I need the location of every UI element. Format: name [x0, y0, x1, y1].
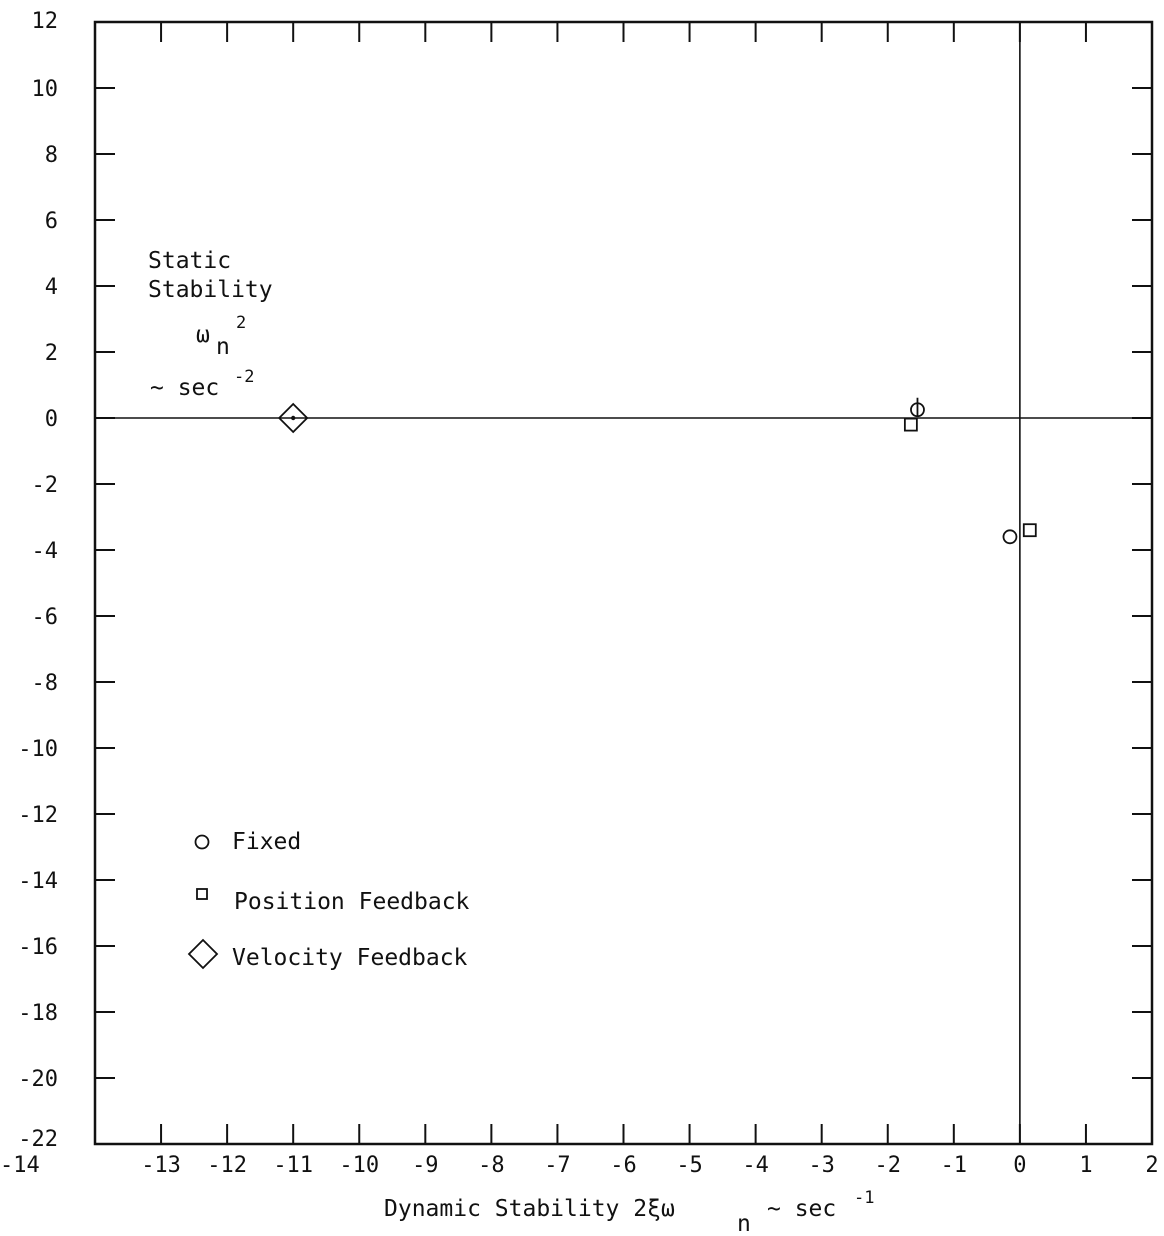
- reference-lines: [95, 22, 1152, 1144]
- legend-circle-marker: [194, 834, 210, 850]
- y-tick-label: 0: [45, 407, 58, 432]
- position-feedback-point: [1022, 523, 1037, 538]
- y-axis-symbol-subscript: n: [216, 334, 230, 360]
- y-axis-symbol-exponent: 2: [236, 313, 246, 333]
- data-points: [277, 397, 1037, 545]
- x-axis-label-main: Dynamic Stability 2ξω: [384, 1196, 675, 1222]
- x-tick-label: -6: [610, 1153, 637, 1178]
- y-tick-label: -16: [18, 935, 58, 960]
- fixed-point: [1002, 529, 1018, 545]
- legend-label-position-feedback: Position Feedback: [234, 889, 470, 915]
- legend-label-fixed: Fixed: [232, 829, 301, 855]
- y-tick-label: 12: [32, 9, 59, 34]
- y-axis-unit-exponent: -2: [234, 367, 254, 387]
- x-tick-label: -11: [273, 1153, 313, 1178]
- y-tick-label: -4: [32, 539, 59, 564]
- x-axis-label-exponent: -1: [854, 1188, 874, 1208]
- x-axis-label-unit: ~ sec: [767, 1196, 836, 1222]
- y-tick-label: -18: [18, 1001, 58, 1026]
- y-axis-label-line2: Stability: [148, 277, 273, 303]
- y-axis-symbol: ω: [196, 322, 210, 348]
- x-tick-label: -12: [207, 1153, 247, 1178]
- y-tick-label: -12: [18, 803, 58, 828]
- plot-frame: [93, 20, 1154, 1146]
- x-tick-label: -9: [412, 1153, 439, 1178]
- x-tick-label: -7: [544, 1153, 571, 1178]
- y-tick-label: -14: [18, 869, 58, 894]
- x-tick-label: 2: [1145, 1153, 1158, 1178]
- y-tick-label: 2: [45, 341, 58, 366]
- y-tick-label: 8: [45, 143, 58, 168]
- y-tick-label: -22: [18, 1127, 58, 1152]
- x-tick-label: 1: [1079, 1153, 1092, 1178]
- y-axis-unit: ~ sec: [150, 375, 219, 401]
- y-tick-label: -6: [32, 605, 59, 630]
- legend: Fixed Position Feedback Velocity Feedbac…: [187, 829, 470, 971]
- y-tick-label: -8: [32, 671, 59, 696]
- x-tick-label: -4: [742, 1153, 769, 1178]
- position-feedback-point: [903, 417, 918, 432]
- x-tick-label: -2: [875, 1153, 902, 1178]
- velocity-feedback-point-center: [290, 415, 296, 421]
- y-axis-label-line1: Static: [148, 248, 231, 274]
- y-tick-label: 10: [32, 77, 59, 102]
- legend-label-velocity-feedback: Velocity Feedback: [232, 945, 468, 971]
- x-tick-label: -8: [478, 1153, 505, 1178]
- y-axis-label: Static Stability ω n 2 ~ sec -2: [148, 248, 273, 401]
- velocity-feedback-point: [277, 402, 309, 434]
- x-axis-label-subscript: n: [737, 1211, 751, 1236]
- x-tick-label: -14: [0, 1153, 40, 1178]
- legend-diamond-marker: [187, 938, 219, 970]
- tick-labels: -14 -13 -12 -11 -10 -9 -8 -7 -6 -5 -4 -3 -2 -1 0 1 21210…: [0, 9, 1159, 1178]
- y-tick-label: -10: [18, 737, 58, 762]
- y-tick-label: 4: [45, 275, 58, 300]
- x-tick-label: -1: [941, 1153, 968, 1178]
- x-tick-label: -3: [808, 1153, 835, 1178]
- x-tick-label: -13: [141, 1153, 181, 1178]
- x-tick-label: -5: [676, 1153, 703, 1178]
- x-axis-label: Dynamic Stability 2ξω n ~ sec -1: [384, 1188, 874, 1236]
- y-tick-label: -20: [18, 1067, 58, 1092]
- x-tick-label: 0: [1013, 1153, 1026, 1178]
- ticks-layer: [95, 22, 1152, 1144]
- y-tick-label: -2: [32, 473, 59, 498]
- x-tick-label: -10: [339, 1153, 379, 1178]
- legend-square-marker: [196, 888, 208, 900]
- y-tick-label: 6: [45, 209, 58, 234]
